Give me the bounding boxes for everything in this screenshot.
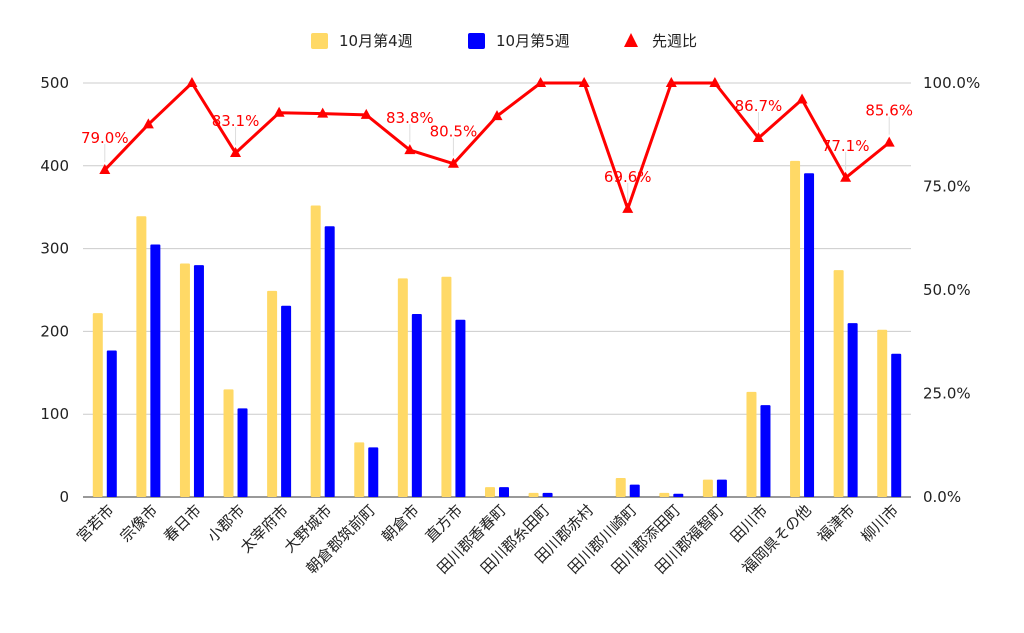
ratio-point (840, 171, 852, 182)
ratio-point (796, 93, 808, 104)
bar (106, 350, 117, 497)
ratio-point (142, 118, 154, 129)
ratio-point (317, 107, 329, 118)
ratio-point (578, 77, 590, 87)
ratio-point (535, 77, 547, 87)
ratio-data-label: 79.0% (81, 129, 129, 147)
bar (136, 216, 147, 498)
right-tick-label: 50.0% (923, 281, 971, 299)
ratio-data-label: 85.6% (865, 102, 913, 120)
bar (92, 313, 103, 497)
ratio-point (273, 106, 285, 117)
bar (237, 408, 248, 497)
bar (411, 314, 422, 497)
bar (267, 290, 278, 497)
ratio-point (622, 202, 634, 213)
ratio-data-label: 83.8% (386, 109, 434, 127)
bar (629, 484, 640, 497)
left-tick-label: 500 (40, 74, 69, 92)
bar (397, 278, 408, 497)
bar (223, 389, 234, 497)
ratio-point (99, 163, 111, 174)
right-tick-label: 100.0% (923, 74, 980, 92)
bar (877, 329, 888, 497)
left-tick-label: 100 (40, 405, 69, 423)
bar (716, 479, 727, 497)
ratio-line: 79.0% 83.1% 83.8%80.5% 69.6% 86.7% 77.1% 85.6% (81, 77, 913, 213)
bar (455, 319, 466, 497)
bar (833, 270, 844, 497)
bar (702, 479, 713, 497)
legend-label: 10月第4週 (339, 32, 413, 50)
bar (746, 391, 757, 497)
bar (310, 205, 321, 497)
right-tick-label: 75.0% (923, 178, 971, 196)
legend-swatch (311, 33, 328, 49)
right-axis: 0.0% 25.0% 50.0% 75.0% 100.0% (923, 74, 980, 506)
left-tick-label: 400 (40, 157, 69, 175)
ratio-data-label: 80.5% (430, 123, 478, 141)
bar (891, 353, 902, 497)
ratio-point (752, 132, 764, 143)
category-label: 春日市 (160, 501, 205, 546)
left-axis: 0 100 200 300 400 500 (40, 74, 69, 506)
bar (790, 160, 801, 497)
bar (324, 226, 335, 497)
legend-label: 10月第5週 (496, 32, 570, 50)
bar (528, 492, 539, 497)
bar (354, 442, 365, 497)
bar (485, 487, 495, 497)
bar (659, 492, 670, 497)
ratio-point (186, 77, 198, 87)
left-tick-label: 200 (40, 322, 69, 340)
bars (92, 160, 902, 498)
bar (847, 323, 858, 497)
legend-label: 先週比 (652, 32, 697, 50)
left-tick-label: 300 (40, 240, 69, 258)
bar (615, 477, 626, 497)
legend: 10月第4週 10月第5週 先週比 (311, 32, 697, 50)
ratio-point (230, 146, 242, 157)
left-tick-label: 0 (59, 488, 69, 506)
category-label: 宗像市 (117, 501, 162, 546)
ratio-data-label: 69.6% (604, 168, 652, 186)
ratio-point (360, 108, 372, 119)
ratio-point (404, 144, 416, 155)
gridlines (83, 82, 911, 498)
bar (499, 487, 509, 497)
bar (441, 276, 452, 497)
category-label: 宮若市 (73, 501, 118, 546)
ratio-point (709, 77, 721, 87)
legend-swatch-line (624, 33, 638, 47)
bar (368, 447, 379, 497)
category-label: 柳川市 (857, 501, 902, 546)
ratio-data-label: 83.1% (212, 112, 260, 130)
category-label: 朝倉市 (378, 501, 423, 546)
bar (542, 492, 553, 497)
bar (760, 405, 771, 497)
right-tick-label: 0.0% (923, 488, 961, 506)
category-label: 福津市 (814, 501, 859, 546)
bar (673, 493, 684, 497)
ratio-point (491, 110, 503, 121)
right-tick-label: 25.0% (923, 385, 971, 403)
ratio-data-label: 77.1% (822, 137, 870, 155)
bar (193, 265, 204, 497)
ratio-point (447, 157, 459, 168)
ratio-point (665, 77, 677, 87)
legend-swatch (468, 33, 485, 49)
ratio-data-label: 86.7% (735, 97, 783, 115)
bar (281, 305, 292, 497)
bar (179, 263, 190, 497)
ratio-point (883, 136, 895, 147)
bar (150, 244, 161, 497)
bar (804, 173, 815, 497)
